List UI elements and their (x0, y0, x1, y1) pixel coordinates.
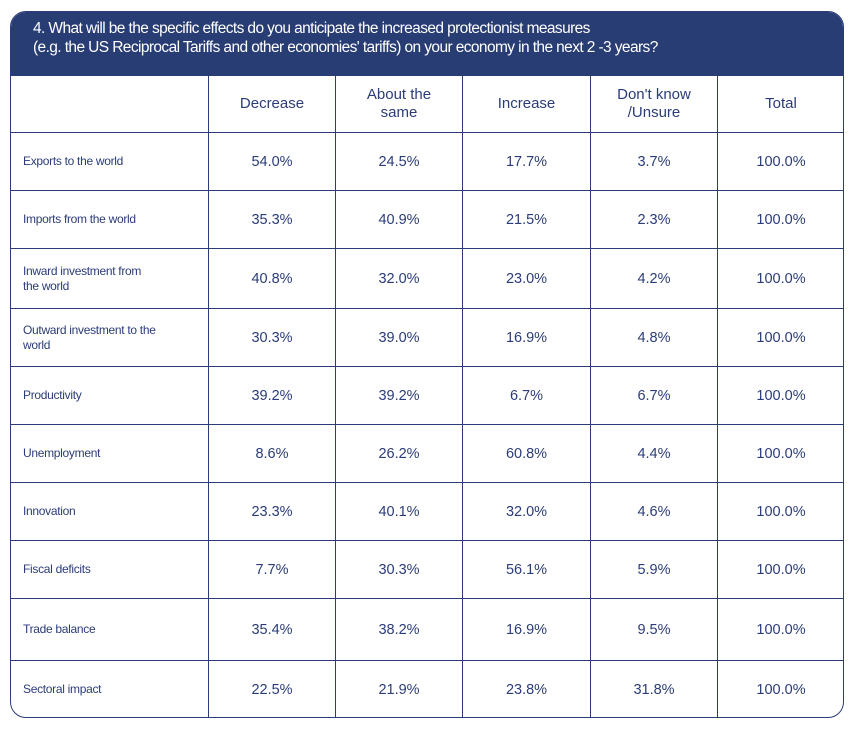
row-label: Exports to the world (11, 132, 209, 191)
row-label: Innovation (11, 482, 209, 541)
value-cell: 4.8% (590, 308, 718, 367)
table-row: Trade balance 35.4% 38.2% 16.9% 9.5% 100.0% (11, 598, 843, 661)
value-cell: 6.7% (590, 366, 718, 425)
row-label: Imports from the world (11, 190, 209, 249)
table-row: Innovation 23.3% 40.1% 32.0% 4.6% 100.0% (11, 482, 843, 541)
value-cell: 26.2% (335, 424, 463, 483)
value-cell: 17.7% (462, 132, 591, 191)
row-label: Inward investment from the world (11, 248, 209, 309)
column-header: Don't know /Unsure (590, 76, 718, 133)
value-cell: 100.0% (717, 190, 843, 249)
column-header (11, 76, 209, 133)
row-label: Fiscal deficits (11, 540, 209, 599)
table-row: Fiscal deficits 7.7% 30.3% 56.1% 5.9% 100.0% (11, 540, 843, 599)
value-cell: 23.0% (462, 248, 591, 309)
value-cell: 7.7% (208, 540, 336, 599)
value-cell: 100.0% (717, 132, 843, 191)
table-row: Exports to the world 54.0% 24.5% 17.7% 3.7% 1… (11, 132, 843, 191)
question-title: 4. What will be the specific effects do … (11, 12, 843, 76)
value-cell: 100.0% (717, 482, 843, 541)
table-row: Unemployment 8.6% 26.2% 60.8% 4.4% 100.0% (11, 424, 843, 483)
value-cell: 56.1% (462, 540, 591, 599)
value-cell: 60.8% (462, 424, 591, 483)
value-cell: 54.0% (208, 132, 336, 191)
results-table: Decrease About the same Increase Don't k… (11, 76, 843, 717)
value-cell: 16.9% (462, 308, 591, 367)
table-row: Productivity 39.2% 39.2% 6.7% 6.7% 100.0% (11, 366, 843, 425)
value-cell: 35.4% (208, 598, 336, 661)
value-cell: 22.5% (208, 660, 336, 717)
header-row: Decrease About the same Increase Don't k… (11, 76, 843, 133)
value-cell: 30.3% (208, 308, 336, 367)
value-cell: 4.6% (590, 482, 718, 541)
value-cell: 100.0% (717, 366, 843, 425)
value-cell: 35.3% (208, 190, 336, 249)
value-cell: 16.9% (462, 598, 591, 661)
value-cell: 39.0% (335, 308, 463, 367)
value-cell: 32.0% (335, 248, 463, 309)
value-cell: 2.3% (590, 190, 718, 249)
value-cell: 100.0% (717, 248, 843, 309)
value-cell: 31.8% (590, 660, 718, 717)
table-row: Outward investment to the world 30.3% 39.0… (11, 308, 843, 367)
value-cell: 39.2% (208, 366, 336, 425)
question-title-line1: 4. What will be the specific effects do … (33, 20, 590, 37)
value-cell: 40.8% (208, 248, 336, 309)
value-cell: 30.3% (335, 540, 463, 599)
value-cell: 21.5% (462, 190, 591, 249)
survey-table-panel: 4. What will be the specific effects do … (10, 11, 844, 718)
column-header: Total (717, 76, 843, 133)
value-cell: 8.6% (208, 424, 336, 483)
value-cell: 100.0% (717, 308, 843, 367)
value-cell: 3.7% (590, 132, 718, 191)
column-header: About the same (335, 76, 463, 133)
table-row: Inward investment from the world 40.8% 32.… (11, 248, 843, 309)
value-cell: 40.9% (335, 190, 463, 249)
value-cell: 4.4% (590, 424, 718, 483)
value-cell: 39.2% (335, 366, 463, 425)
value-cell: 100.0% (717, 424, 843, 483)
row-label: Outward investment to the world (11, 308, 209, 367)
row-label: Sectoral impact (11, 660, 209, 717)
value-cell: 100.0% (717, 598, 843, 661)
table-row: Sectoral impact 22.5% 21.9% 23.8% 31.8% 100.0… (11, 660, 843, 717)
value-cell: 6.7% (462, 366, 591, 425)
value-cell: 100.0% (717, 660, 843, 717)
column-header: Increase (462, 76, 591, 133)
value-cell: 38.2% (335, 598, 463, 661)
value-cell: 23.3% (208, 482, 336, 541)
row-label: Productivity (11, 366, 209, 425)
value-cell: 100.0% (717, 540, 843, 599)
row-label: Trade balance (11, 598, 209, 661)
question-title-line2: (e.g. the US Reciprocal Tariffs and othe… (33, 39, 658, 56)
row-label: Unemployment (11, 424, 209, 483)
value-cell: 4.2% (590, 248, 718, 309)
value-cell: 5.9% (590, 540, 718, 599)
value-cell: 21.9% (335, 660, 463, 717)
value-cell: 40.1% (335, 482, 463, 541)
value-cell: 9.5% (590, 598, 718, 661)
value-cell: 24.5% (335, 132, 463, 191)
column-header: Decrease (208, 76, 336, 133)
table-row: Imports from the world 35.3% 40.9% 21.5% 2.3… (11, 190, 843, 249)
value-cell: 32.0% (462, 482, 591, 541)
value-cell: 23.8% (462, 660, 591, 717)
